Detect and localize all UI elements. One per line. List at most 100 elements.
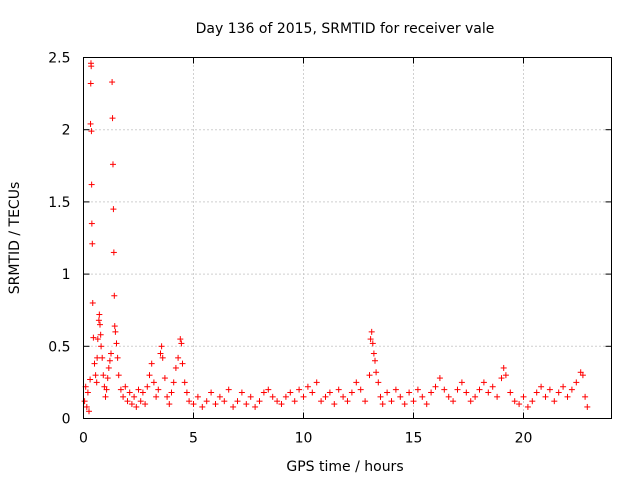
data-point bbox=[99, 354, 106, 361]
data-point bbox=[110, 206, 117, 213]
data-point bbox=[94, 336, 101, 343]
data-point bbox=[582, 393, 589, 400]
data-point bbox=[348, 389, 355, 396]
data-point bbox=[95, 317, 102, 324]
data-point bbox=[153, 393, 160, 400]
data-point bbox=[133, 403, 140, 410]
data-point bbox=[560, 383, 567, 390]
data-point bbox=[256, 398, 263, 405]
data-point bbox=[247, 393, 254, 400]
data-point bbox=[392, 386, 399, 393]
data-point bbox=[511, 398, 518, 405]
grid bbox=[83, 57, 612, 419]
data-point bbox=[172, 364, 179, 371]
data-point bbox=[520, 393, 527, 400]
data-point bbox=[379, 401, 386, 408]
data-point bbox=[401, 401, 408, 408]
data-point bbox=[367, 336, 374, 343]
data-point bbox=[88, 220, 95, 227]
y-tick-label: 2.5 bbox=[48, 51, 70, 67]
data-point bbox=[109, 79, 116, 86]
data-point bbox=[507, 389, 514, 396]
data-point bbox=[450, 398, 457, 405]
y-tick-label: 0 bbox=[62, 412, 71, 428]
data-point bbox=[441, 386, 448, 393]
y-tick-label: 1.5 bbox=[48, 195, 70, 211]
data-point bbox=[88, 63, 95, 70]
data-point bbox=[111, 292, 118, 299]
data-point bbox=[105, 364, 112, 371]
data-point bbox=[331, 401, 338, 408]
data-point bbox=[108, 350, 114, 357]
data-point bbox=[146, 372, 153, 379]
data-point bbox=[313, 379, 320, 386]
data-point bbox=[170, 379, 177, 386]
data-point bbox=[106, 357, 113, 364]
data-point bbox=[370, 350, 377, 357]
data-point bbox=[546, 386, 553, 393]
data-point bbox=[234, 398, 241, 405]
data-point bbox=[157, 350, 164, 357]
data-point bbox=[128, 401, 135, 408]
data-point bbox=[179, 360, 186, 367]
data-point bbox=[485, 389, 492, 396]
data-point bbox=[551, 398, 558, 405]
x-tick-label: 15 bbox=[405, 431, 423, 447]
data-point bbox=[178, 340, 185, 347]
data-point bbox=[190, 401, 197, 408]
data-point bbox=[296, 386, 303, 393]
data-point bbox=[94, 354, 101, 361]
data-point bbox=[502, 372, 509, 379]
data-point bbox=[194, 393, 201, 400]
data-point bbox=[117, 386, 124, 393]
data-point bbox=[114, 354, 121, 361]
data-point bbox=[480, 379, 487, 386]
data-point bbox=[135, 386, 142, 393]
data-point bbox=[375, 379, 382, 386]
data-point bbox=[463, 389, 470, 396]
data-point bbox=[93, 379, 100, 386]
data-point bbox=[208, 389, 215, 396]
x-tick-label: 20 bbox=[515, 431, 533, 447]
data-point bbox=[102, 393, 109, 400]
data-point bbox=[524, 403, 531, 410]
data-point bbox=[97, 331, 104, 338]
data-point bbox=[109, 161, 116, 168]
x-tick-label: 5 bbox=[189, 431, 198, 447]
data-point bbox=[516, 401, 523, 408]
data-point bbox=[357, 386, 364, 393]
data-point bbox=[110, 249, 117, 256]
data-point bbox=[498, 375, 505, 382]
data-point bbox=[467, 398, 474, 405]
data-point bbox=[88, 181, 95, 188]
data-point bbox=[112, 328, 119, 335]
data-point bbox=[142, 401, 149, 408]
data-point bbox=[212, 401, 219, 408]
data-point bbox=[122, 383, 129, 390]
data-point bbox=[287, 389, 294, 396]
data-point bbox=[183, 389, 190, 396]
data-point bbox=[87, 376, 94, 383]
data-point bbox=[397, 393, 404, 400]
data-point bbox=[269, 393, 276, 400]
y-tick-label: 0.5 bbox=[48, 339, 70, 355]
data-point bbox=[111, 323, 118, 330]
data-point bbox=[81, 398, 88, 405]
data-point bbox=[221, 398, 228, 405]
axes: 0 5 10 15 20 0 0.5 1 1.5 2 2.5 bbox=[48, 51, 612, 447]
data-point bbox=[362, 398, 369, 405]
data-point bbox=[86, 408, 92, 415]
data-point bbox=[104, 375, 111, 382]
data-point bbox=[458, 379, 465, 386]
data-point bbox=[410, 398, 417, 405]
data-point bbox=[388, 398, 395, 405]
data-point bbox=[137, 398, 144, 405]
data-point bbox=[260, 389, 267, 396]
data-point bbox=[150, 379, 157, 386]
data-point bbox=[489, 383, 496, 390]
data-point bbox=[84, 389, 91, 396]
data-point bbox=[89, 240, 96, 247]
data-point bbox=[278, 401, 285, 408]
data-point bbox=[115, 372, 122, 379]
data-point bbox=[353, 379, 360, 386]
